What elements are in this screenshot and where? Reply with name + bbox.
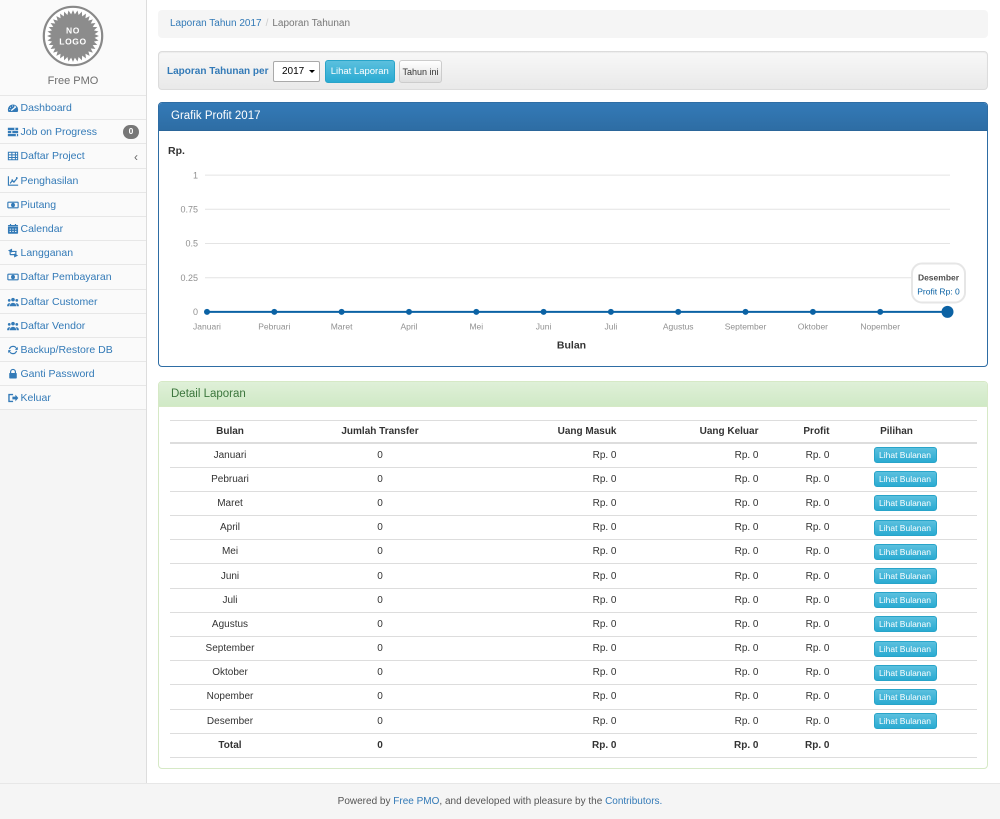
svg-text:Profit Rp: 0: Profit Rp: 0 (917, 286, 960, 296)
svg-text:April: April (400, 321, 417, 331)
svg-text:Agustus: Agustus (663, 321, 694, 331)
svg-text:Maret: Maret (331, 321, 353, 331)
svg-text:NO: NO (66, 26, 80, 36)
svg-text:Oktober: Oktober (798, 321, 828, 331)
svg-text:Mei: Mei (469, 321, 483, 331)
svg-text:Juni: Juni (536, 321, 552, 331)
svg-text:0.75: 0.75 (180, 204, 198, 214)
svg-text:Bulan: Bulan (557, 339, 586, 351)
svg-text:Juli: Juli (605, 321, 618, 331)
svg-text:Januari: Januari (193, 321, 221, 331)
svg-text:LOGO: LOGO (59, 37, 86, 47)
svg-text:Pebruari: Pebruari (258, 321, 290, 331)
svg-text:Nopember: Nopember (860, 321, 900, 331)
svg-text:September: September (725, 321, 767, 331)
svg-text:0: 0 (193, 307, 198, 317)
svg-text:0.5: 0.5 (185, 238, 198, 248)
svg-text:Desember: Desember (918, 272, 960, 282)
svg-text:0.25: 0.25 (180, 272, 198, 282)
svg-text:Rp.: Rp. (168, 145, 185, 157)
svg-text:1: 1 (193, 170, 198, 180)
